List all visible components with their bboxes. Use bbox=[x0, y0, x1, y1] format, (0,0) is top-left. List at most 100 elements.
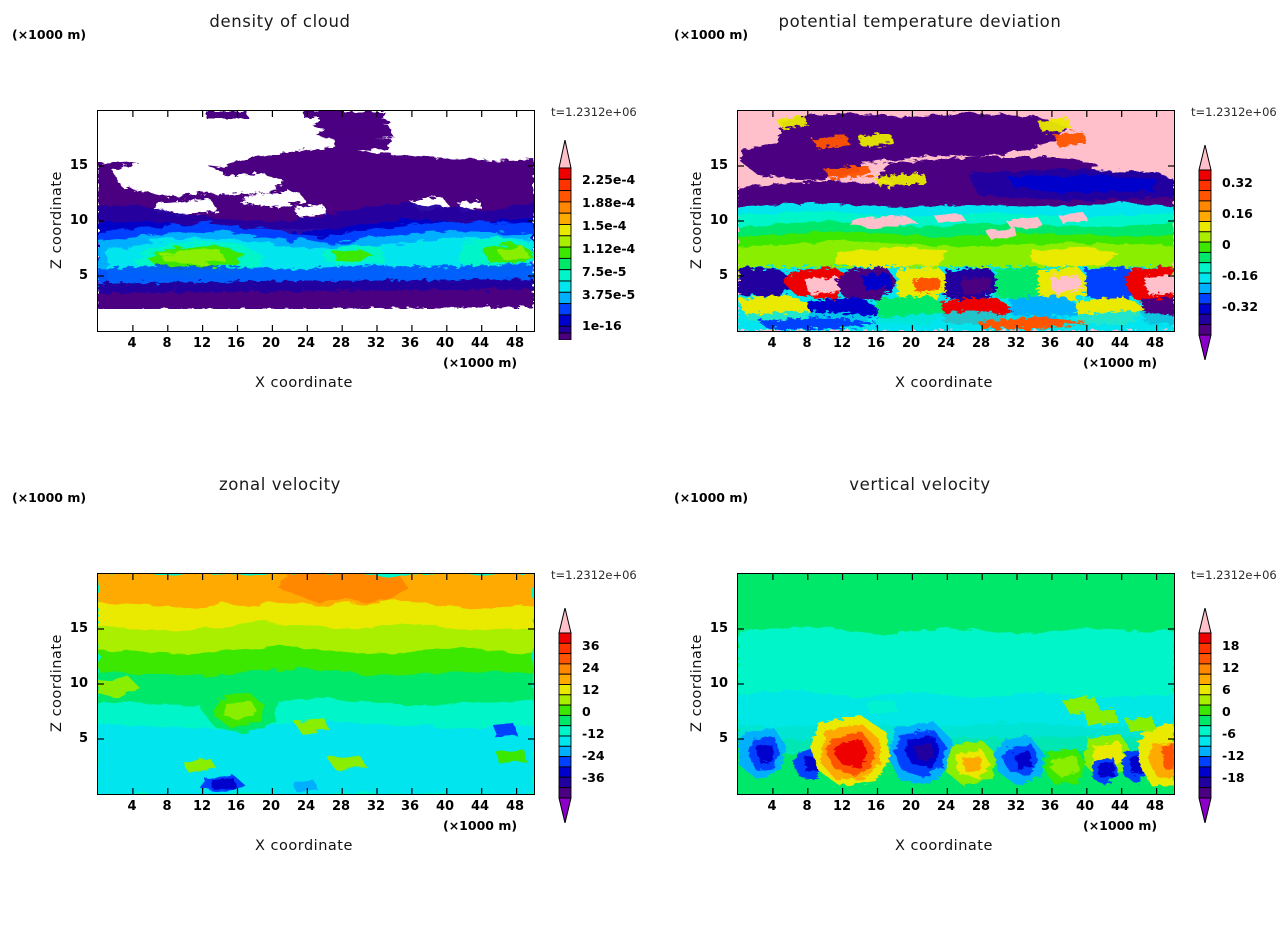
colorbar-tick-label: 2.25e-4 bbox=[582, 172, 636, 187]
colorbar-tick-label: 12 bbox=[582, 682, 600, 697]
y-tick-label: 15 bbox=[69, 158, 88, 173]
colorbar-tick-label: 36 bbox=[582, 638, 600, 653]
x-tick-label: 44 bbox=[1110, 336, 1130, 351]
y-tick-label: 15 bbox=[69, 621, 88, 636]
colorbar-tick-label: 3.75e-5 bbox=[582, 287, 636, 302]
x-tick-label: 24 bbox=[296, 799, 316, 814]
y-axis-unit-label: (×1000 m) bbox=[12, 27, 87, 42]
colorbar-gradient bbox=[1198, 607, 1212, 824]
x-tick-label: 4 bbox=[127, 336, 137, 351]
x-tick-label: 44 bbox=[470, 336, 490, 351]
x-tick-label: 24 bbox=[296, 336, 316, 351]
x-tick-label: 32 bbox=[366, 336, 386, 351]
x-tick-label: 48 bbox=[505, 336, 525, 351]
colorbar-tick-label: 24 bbox=[582, 660, 600, 675]
colorbar-tick-label: 1.5e-4 bbox=[582, 218, 627, 233]
x-tick-label: 40 bbox=[1075, 799, 1095, 814]
colorbar-tick-label: -36 bbox=[582, 770, 605, 785]
x-tick-label: 20 bbox=[261, 799, 281, 814]
x-tick-label: 12 bbox=[832, 799, 852, 814]
panel-zonal-velocity: zonal velocity (×1000 m) t=1.2312e+06 Z … bbox=[0, 463, 640, 926]
x-tick-label: 4 bbox=[767, 799, 777, 814]
y-tick-label: 15 bbox=[709, 621, 728, 636]
panel-potential-temperature-deviation: potential temperature deviation (×1000 m… bbox=[640, 0, 1280, 463]
colorbar-tick-label: -0.16 bbox=[1222, 268, 1259, 283]
y-axis-unit-label: (×1000 m) bbox=[12, 490, 87, 505]
x-tick-label: 40 bbox=[1075, 336, 1095, 351]
x-tick-label: 4 bbox=[127, 799, 137, 814]
x-tick-label: 36 bbox=[400, 336, 420, 351]
x-tick-label: 36 bbox=[1040, 336, 1060, 351]
x-tick-label: 40 bbox=[435, 799, 455, 814]
x-tick-label: 4 bbox=[767, 336, 777, 351]
colorbar-tick-label: 12 bbox=[1222, 660, 1240, 675]
y-axis-unit-label: (×1000 m) bbox=[674, 490, 749, 505]
time-annotation: t=1.2312e+06 bbox=[551, 105, 637, 119]
colorbar-density-of-cloud[interactable]: 2.25e-4 1.88e-4 1.5e-4 1.12e-4 7.5e-5 3.… bbox=[556, 139, 635, 344]
colorbar-vertical-velocity[interactable]: 18 12 6 0 -6 -12 -18 bbox=[1196, 607, 1245, 827]
x-tick-label: 12 bbox=[832, 336, 852, 351]
panel-title: zonal velocity bbox=[218, 475, 342, 494]
y-axis-unit-label: (×1000 m) bbox=[674, 27, 749, 42]
x-tick-label: 12 bbox=[192, 799, 212, 814]
contour-field-potential-temperature-deviation bbox=[738, 111, 1174, 331]
x-tick-label: 8 bbox=[162, 799, 172, 814]
panel-title: density of cloud bbox=[209, 12, 351, 31]
time-annotation: t=1.2312e+06 bbox=[551, 568, 637, 582]
x-tick-label: 36 bbox=[1040, 799, 1060, 814]
x-tick-label: 36 bbox=[400, 799, 420, 814]
colorbar-tick-label: -24 bbox=[582, 748, 605, 763]
y-tick-label: 10 bbox=[69, 676, 88, 691]
plot-area-vertical-velocity[interactable] bbox=[737, 573, 1175, 795]
colorbar-tick-label: -12 bbox=[582, 726, 605, 741]
colorbar-gradient bbox=[558, 607, 572, 824]
colorbar-gradient bbox=[1198, 144, 1212, 361]
colorbar-tick-label: 0.16 bbox=[1222, 206, 1253, 221]
x-tick-label: 12 bbox=[192, 336, 212, 351]
x-tick-label: 16 bbox=[866, 799, 886, 814]
panel-title: potential temperature deviation bbox=[778, 12, 1062, 31]
x-tick-label: 44 bbox=[1110, 799, 1130, 814]
x-tick-label: 28 bbox=[331, 336, 351, 351]
x-tick-label: 20 bbox=[901, 336, 921, 351]
x-tick-label: 24 bbox=[936, 336, 956, 351]
y-tick-label: 5 bbox=[78, 731, 88, 746]
x-axis-unit-label: (×1000 m) bbox=[443, 818, 518, 833]
plot-area-zonal-velocity[interactable] bbox=[97, 573, 535, 795]
x-tick-label: 24 bbox=[936, 799, 956, 814]
plot-area-density-of-cloud[interactable] bbox=[97, 110, 535, 332]
colorbar-tick-label: 18 bbox=[1222, 638, 1240, 653]
contour-field-vertical-velocity bbox=[738, 574, 1174, 794]
colorbar-potential-temperature-deviation[interactable]: 0.32 0.16 0 -0.16 -0.32 bbox=[1196, 144, 1258, 364]
contour-field-zonal-velocity bbox=[98, 574, 534, 794]
x-axis-unit-label: (×1000 m) bbox=[1083, 818, 1158, 833]
x-tick-label: 48 bbox=[505, 799, 525, 814]
colorbar-zonal-velocity[interactable]: 36 24 12 0 -12 -24 -36 bbox=[556, 607, 605, 827]
y-tick-label: 15 bbox=[709, 158, 728, 173]
x-tick-label: 20 bbox=[901, 799, 921, 814]
panel-density-of-cloud: density of cloud (×1000 m) t=1.2312e+06 … bbox=[0, 0, 640, 463]
x-axis-title: X coordinate bbox=[895, 375, 993, 391]
x-tick-label: 8 bbox=[802, 336, 812, 351]
colorbar-tick-label: -12 bbox=[1222, 748, 1245, 763]
x-tick-label: 20 bbox=[261, 336, 281, 351]
panel-vertical-velocity: vertical velocity (×1000 m) t=1.2312e+06… bbox=[640, 463, 1280, 926]
y-tick-label: 10 bbox=[709, 676, 728, 691]
colorbar-tick-label: 1.12e-4 bbox=[582, 241, 636, 256]
x-tick-label: 32 bbox=[1006, 336, 1026, 351]
plot-area-potential-temperature-deviation[interactable] bbox=[737, 110, 1175, 332]
colorbar-tick-label: 1.88e-4 bbox=[582, 195, 636, 210]
colorbar-tick-label: 7.5e-5 bbox=[582, 264, 627, 279]
x-axis-title: X coordinate bbox=[895, 838, 993, 854]
time-annotation: t=1.2312e+06 bbox=[1191, 568, 1277, 582]
x-tick-label: 16 bbox=[866, 336, 886, 351]
time-annotation: t=1.2312e+06 bbox=[1191, 105, 1277, 119]
colorbar-gradient bbox=[558, 139, 572, 341]
x-tick-label: 28 bbox=[971, 799, 991, 814]
colorbar-tick-label: -0.32 bbox=[1222, 299, 1259, 314]
colorbar-tick-label: 0 bbox=[582, 704, 591, 719]
colorbar-tick-label: -6 bbox=[1222, 726, 1236, 741]
x-axis-title: X coordinate bbox=[255, 838, 353, 854]
y-tick-label: 10 bbox=[709, 213, 728, 228]
x-tick-label: 28 bbox=[331, 799, 351, 814]
